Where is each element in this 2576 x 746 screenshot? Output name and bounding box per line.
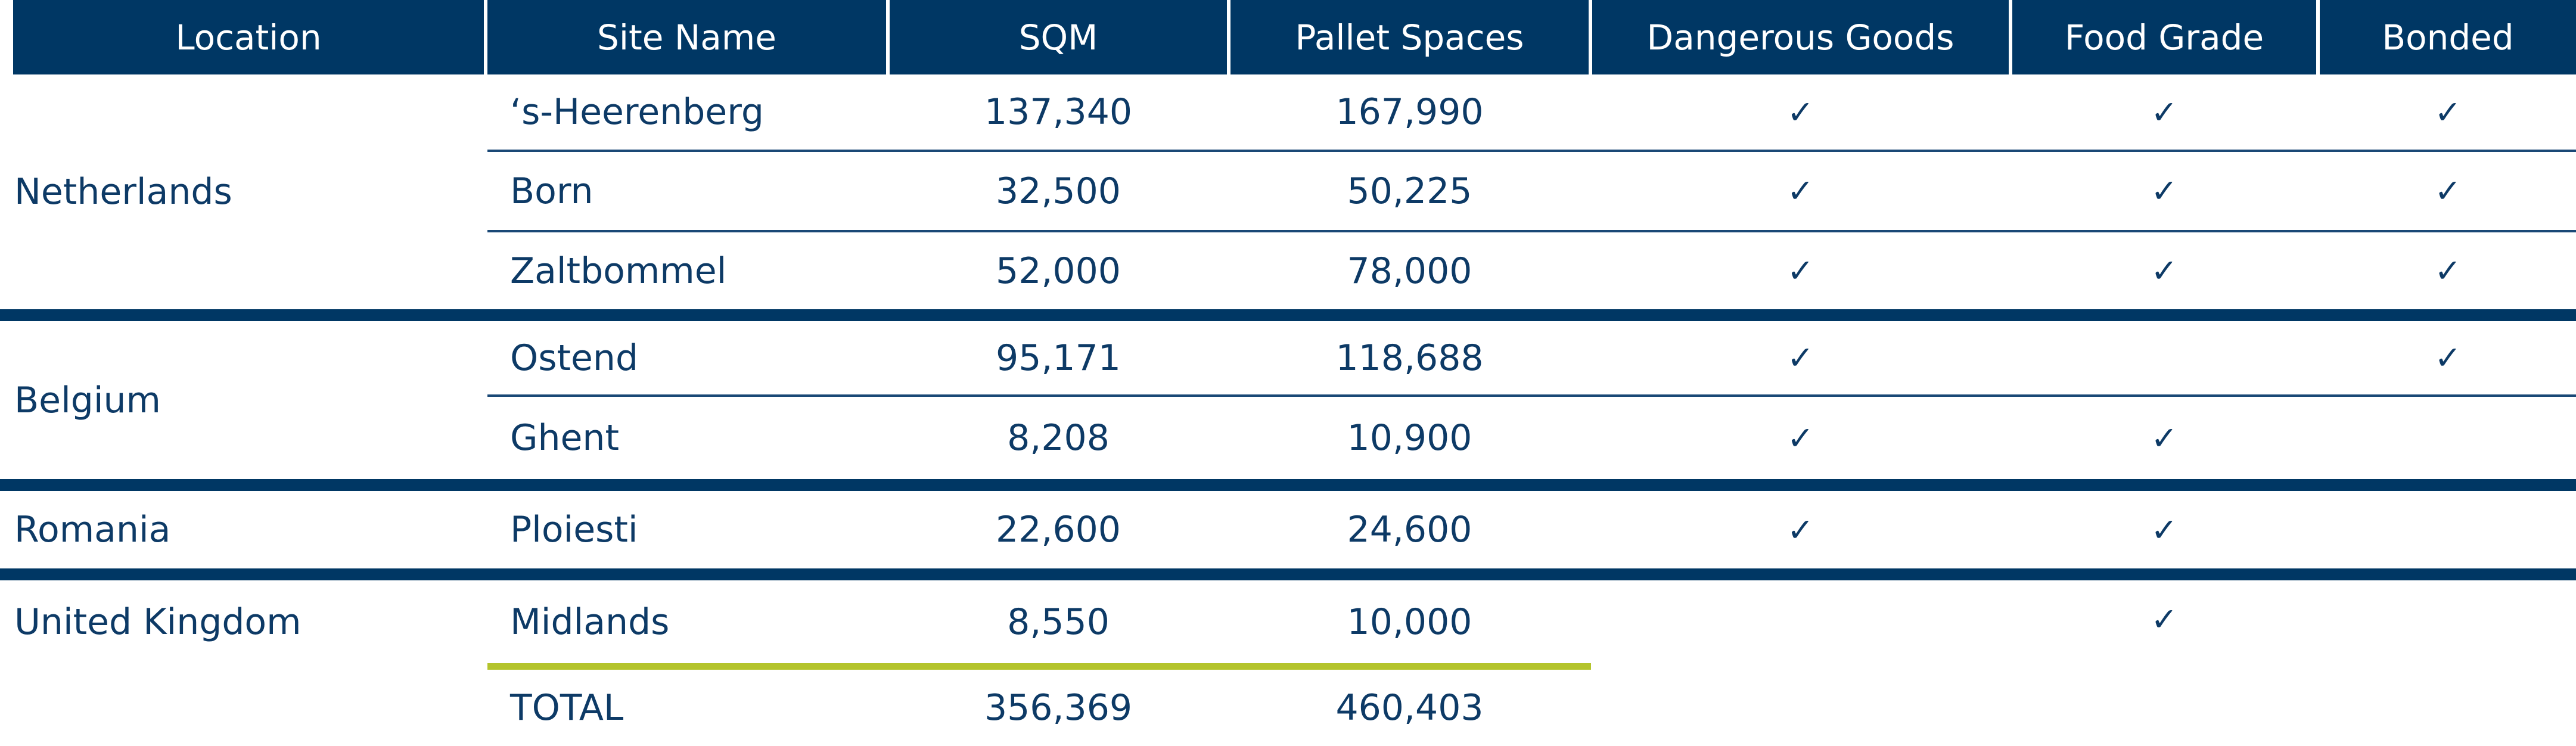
total-sqm: 356,369 (984, 687, 1133, 729)
dangerous-goods-check-icon: ✓ (1786, 93, 1814, 131)
header-site-name: Site Name (487, 0, 886, 74)
total-pallets: 460,403 (1335, 687, 1484, 729)
site-name-cell: ‘s-Heerenberg (510, 91, 764, 133)
sqm-cell: 8,550 (1007, 601, 1110, 643)
bonded-check-icon: ✓ (2434, 172, 2462, 210)
country-united-kingdom: United Kingdom (14, 601, 302, 643)
dangerous-goods-check-icon (1592, 580, 2009, 664)
sqm-cell: 8,208 (1007, 417, 1110, 459)
site-name-cell: Midlands (510, 601, 670, 643)
pallet-cell: 50,225 (1347, 170, 1472, 212)
country-netherlands: Netherlands (14, 171, 232, 213)
dangerous-goods-check-icon: ✓ (1786, 339, 1814, 377)
dangerous-goods-check-icon: ✓ (1786, 252, 1814, 290)
pallet-cell: 118,688 (1335, 337, 1484, 379)
dangerous-goods-check-icon: ✓ (1786, 511, 1814, 549)
sqm-cell: 22,600 (996, 509, 1121, 551)
group-divider (0, 568, 2576, 580)
pallet-cell: 167,990 (1335, 91, 1484, 133)
bonded-check-icon (2320, 491, 2576, 568)
site-name-cell: Zaltbommel (510, 250, 727, 292)
food-grade-check-icon: ✓ (2151, 172, 2178, 210)
dangerous-goods-check-icon: ✓ (1786, 172, 1814, 210)
dangerous-goods-check-icon: ✓ (1786, 419, 1814, 457)
header-bonded: Bonded (2320, 0, 2576, 74)
food-grade-check-icon: ✓ (2151, 419, 2178, 457)
pallet-cell: 24,600 (1347, 509, 1472, 551)
pallet-cell: 78,000 (1347, 250, 1472, 292)
country-belgium: Belgium (14, 379, 161, 421)
row-divider (487, 150, 2576, 152)
header-location: Location (13, 0, 484, 74)
bonded-check-icon (2320, 397, 2576, 479)
bonded-check-icon: ✓ (2434, 339, 2462, 377)
food-grade-check-icon: ✓ (2151, 252, 2178, 290)
total-label: TOTAL (510, 687, 624, 729)
header-pallet-spaces: Pallet Spaces (1230, 0, 1589, 74)
sqm-cell: 52,000 (996, 250, 1121, 292)
sqm-cell: 137,340 (984, 91, 1133, 133)
sqm-cell: 95,171 (996, 337, 1121, 379)
food-grade-check-icon: ✓ (2151, 93, 2178, 131)
site-name-cell: Ploiesti (510, 509, 638, 551)
pallet-cell: 10,900 (1347, 417, 1472, 459)
sqm-cell: 32,500 (996, 170, 1121, 212)
bonded-check-icon: ✓ (2434, 252, 2462, 290)
total-rule (487, 663, 1591, 670)
pallet-cell: 10,000 (1347, 601, 1472, 643)
header-dangerous-goods: Dangerous Goods (1592, 0, 2009, 74)
food-grade-check-icon (2012, 321, 2316, 394)
food-grade-check-icon: ✓ (2151, 511, 2178, 549)
site-name-cell: Ghent (510, 417, 619, 459)
site-name-cell: Born (510, 170, 593, 212)
bonded-check-icon (2320, 580, 2576, 664)
row-divider (487, 394, 2576, 397)
country-romania: Romania (14, 509, 171, 551)
header-sqm: SQM (890, 0, 1227, 74)
food-grade-check-icon: ✓ (2151, 600, 2178, 638)
bonded-check-icon: ✓ (2434, 93, 2462, 131)
site-name-cell: Ostend (510, 337, 639, 379)
group-divider (0, 309, 2576, 321)
row-divider (487, 230, 2576, 232)
header-food-grade: Food Grade (2012, 0, 2316, 74)
group-divider (0, 479, 2576, 491)
